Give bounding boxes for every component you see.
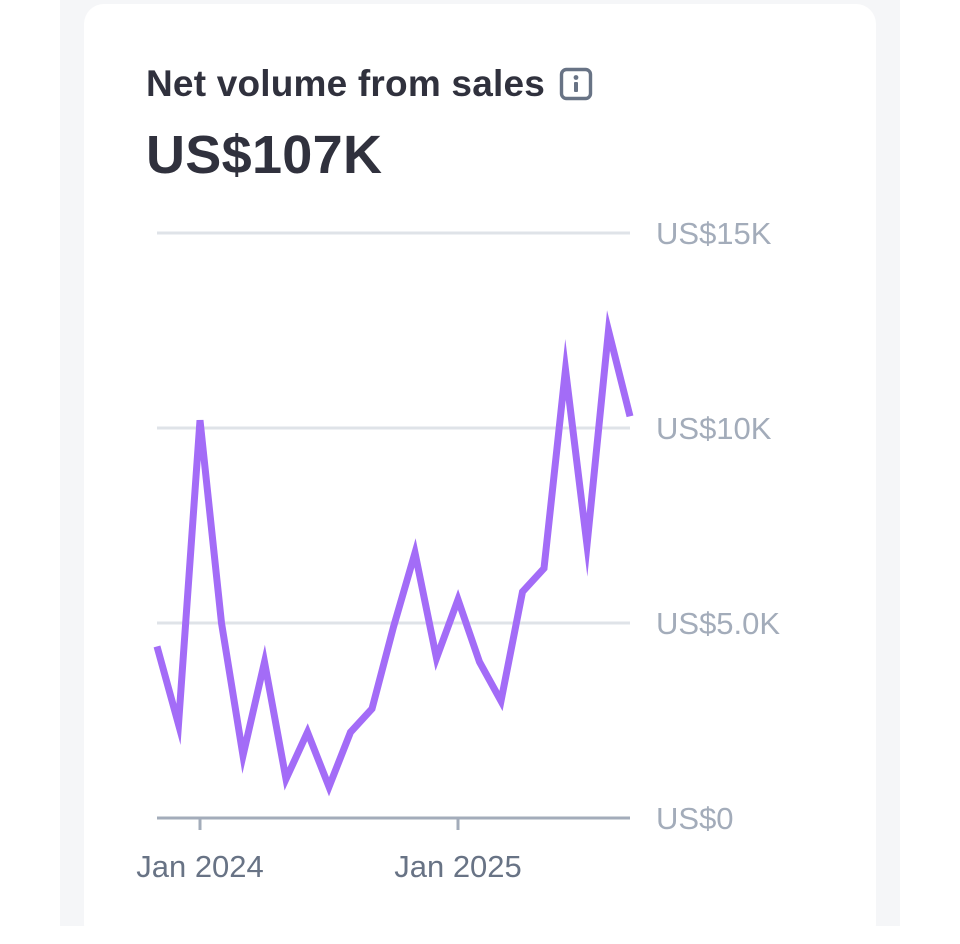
series-line bbox=[157, 331, 630, 787]
y-tick-label: US$10K bbox=[656, 411, 772, 446]
y-tick-labels: US$0 US$5.0K US$10K US$15K bbox=[656, 216, 780, 836]
x-axis bbox=[157, 818, 630, 830]
x-tick-label: Jan 2025 bbox=[394, 849, 522, 884]
y-tick-label: US$5.0K bbox=[656, 606, 780, 641]
y-tick-label: US$0 bbox=[656, 801, 734, 836]
x-tick-label: Jan 2024 bbox=[136, 849, 264, 884]
series-layer bbox=[157, 330, 630, 787]
x-tick-labels: Jan 2024 Jan 2025 bbox=[136, 849, 522, 884]
y-tick-label: US$15K bbox=[656, 216, 772, 251]
